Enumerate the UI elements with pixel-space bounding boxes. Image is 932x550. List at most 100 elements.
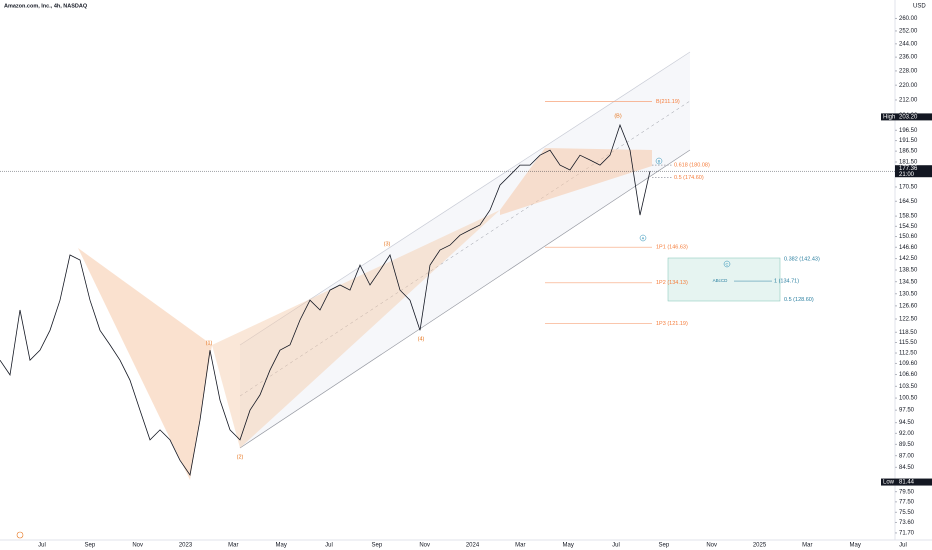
channel-top <box>239 51 691 346</box>
box-level-label: 0.5 (128.60) <box>784 297 814 303</box>
last-price-box <box>895 165 932 178</box>
y-tick-label: 134.50 <box>899 279 918 285</box>
y-tick-label: 212.00 <box>899 98 918 104</box>
y-tick-label: 97.50 <box>899 408 915 414</box>
y-tick-label: 94.50 <box>899 420 915 426</box>
box-level-label: 0.382 (142.43) <box>784 256 820 262</box>
wave-label: A <box>642 236 645 241</box>
fib-label: 1P1 (146.63) <box>656 245 688 251</box>
x-tick-label: Sep <box>658 543 669 549</box>
y-tick-label: 252.00 <box>899 29 918 35</box>
y-tick-label: 71.70 <box>899 530 915 536</box>
marker <box>16 531 24 539</box>
wave-label: (3) <box>384 241 391 247</box>
box-label: ABcCD <box>713 278 729 283</box>
currency: USD <box>913 4 926 10</box>
y-tick-label: 146.60 <box>899 245 918 251</box>
pattern-bcd <box>212 210 500 448</box>
x-tick-label: Nov <box>132 543 143 549</box>
x-tick-label: Nov <box>419 543 430 549</box>
x-tick-label: May <box>562 543 573 549</box>
y-tick-label: 228.00 <box>899 68 918 74</box>
wave-circle <box>655 157 663 165</box>
y-tick-label: 126.60 <box>899 303 918 309</box>
channel-bottom <box>239 149 691 449</box>
wave-circle <box>723 260 731 268</box>
y-tick-label: 236.00 <box>899 55 918 61</box>
y-tick-label: 89.50 <box>899 442 915 448</box>
y-tick-label: 158.50 <box>899 214 918 220</box>
low-value: 81.44 <box>899 480 915 486</box>
fib-label: 1P2 (134.13) <box>656 280 688 286</box>
y-tick-label: 87.00 <box>899 453 915 459</box>
y-tick-label: 244.00 <box>899 41 918 47</box>
y-tick-label: 75.50 <box>899 510 915 516</box>
fib-label: B(211.19) <box>656 99 680 105</box>
high-value: 203.20 <box>899 114 918 120</box>
y-tick-label: 100.50 <box>899 396 918 402</box>
projection-box <box>667 257 781 302</box>
y-tick-label: 130.50 <box>899 291 918 297</box>
y-tick-label: 138.50 <box>899 268 918 274</box>
high-label: High <box>883 114 895 120</box>
y-tick-label: 122.50 <box>899 317 918 323</box>
x-tick-label: May <box>275 543 286 549</box>
price-line <box>0 123 651 477</box>
low-label: Low <box>883 480 895 486</box>
wave-label: (2) <box>237 454 244 460</box>
x-tick-label: Jul <box>612 543 620 549</box>
x-tick-label: Mar <box>802 543 812 549</box>
y-tick-label: 115.50 <box>899 340 918 346</box>
x-tick-label: 2023 <box>179 543 193 549</box>
fib-label: 0.618 (180.08) <box>674 163 710 169</box>
wave-label: (1) <box>206 340 213 346</box>
box-level-label: 1 (134.71) <box>774 279 799 285</box>
y-tick-label: 142.50 <box>899 256 918 262</box>
wave-label: (4) <box>418 336 425 342</box>
y-tick-label: 84.50 <box>899 465 915 471</box>
x-tick-label: 2024 <box>466 543 480 549</box>
y-tick-label: 191.50 <box>899 138 918 144</box>
x-tick-label: Jul <box>38 543 46 549</box>
y-tick-label: 196.50 <box>899 128 918 134</box>
y-tick-label: 73.60 <box>899 520 915 526</box>
fib-label: 1P3 (121.19) <box>656 321 688 327</box>
y-tick-label: 79.50 <box>899 489 915 495</box>
y-tick-label: 112.50 <box>899 351 918 357</box>
wave-label: B <box>658 159 661 164</box>
fib-label: 0.5 (174.60) <box>674 175 704 181</box>
y-tick-label: 103.50 <box>899 384 918 390</box>
x-tick-label: Sep <box>371 543 382 549</box>
high-box <box>881 113 932 121</box>
x-tick-label: Jul <box>325 543 333 549</box>
y-tick-label: 260.00 <box>899 16 918 22</box>
y-tick-label: 118.50 <box>899 330 918 336</box>
x-tick-label: Mar <box>228 543 238 549</box>
y-tick-label: 77.50 <box>899 499 915 505</box>
x-tick-label: Nov <box>706 543 717 549</box>
y-tick-label: 164.50 <box>899 199 918 205</box>
pattern-zone <box>500 148 652 215</box>
x-tick-label: May <box>849 543 860 549</box>
last-price: 177.36 <box>899 166 918 172</box>
x-tick-label: 2025 <box>753 543 767 549</box>
y-tick-label: 154.50 <box>899 224 918 230</box>
y-tick-label: 150.60 <box>899 234 918 240</box>
symbol-title: Amazon.com, Inc., 4h, NASDAQ <box>4 3 88 9</box>
pattern-xab <box>78 248 212 480</box>
y-tick-label: 186.50 <box>899 149 918 155</box>
last-time: 21:00 <box>899 172 915 178</box>
wave-circle <box>639 234 647 242</box>
y-tick-label: 181.50 <box>899 160 918 166</box>
y-tick-label: 92.00 <box>899 431 915 437</box>
y-tick-label: 106.60 <box>899 372 918 378</box>
y-tick-label: 170.50 <box>899 185 918 191</box>
y-tick-label: 220.00 <box>899 83 918 89</box>
y-tick-label: 109.60 <box>899 361 918 367</box>
x-tick-label: Sep <box>84 543 95 549</box>
wave-label: C <box>726 262 729 267</box>
low-box <box>881 478 932 486</box>
x-tick-label: Jul <box>899 543 907 549</box>
x-tick-label: Mar <box>515 543 525 549</box>
